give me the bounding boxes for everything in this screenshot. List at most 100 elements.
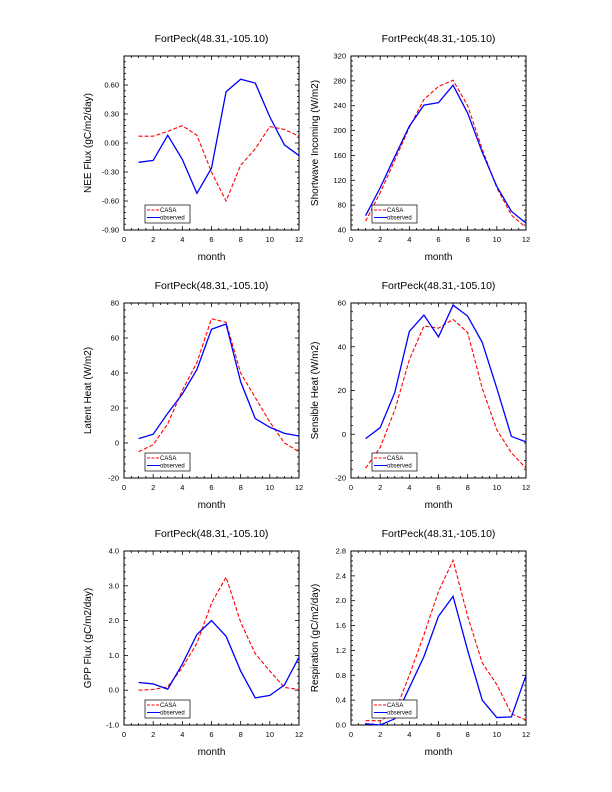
x-tick-label: 4 — [180, 730, 184, 739]
x-tick-label: 6 — [436, 730, 440, 739]
series-line-casa — [138, 318, 300, 453]
series-line-casa — [365, 318, 527, 469]
y-tick-label: 3.0 — [109, 581, 119, 590]
y-tick-label: 1.6 — [336, 621, 346, 630]
plot-frame — [123, 55, 300, 231]
x-axis-label: month — [425, 747, 453, 758]
y-axis-label: NEE Flux (gC/m2/day) — [83, 93, 94, 193]
legend: CASA observed — [371, 204, 418, 224]
legend-label-observed: observed — [160, 711, 185, 717]
x-tick-label: 8 — [239, 235, 243, 244]
x-axis-label: month — [425, 252, 453, 263]
legend-label-observed: observed — [387, 464, 412, 470]
y-tick-label: 0 — [115, 439, 119, 448]
x-tick-label: 6 — [436, 483, 440, 492]
series-line-observed — [365, 84, 527, 224]
x-axis-label: month — [198, 747, 226, 758]
x-tick-label: 10 — [266, 235, 274, 244]
x-tick-label: 2 — [151, 730, 155, 739]
x-tick-label: 12 — [522, 235, 530, 244]
y-tick-label: 0.0 — [109, 686, 119, 695]
y-axis-label: Sensible Heat (W/m2) — [310, 342, 321, 440]
y-tick-label: -1.0 — [106, 721, 119, 730]
y-tick-label: 200 — [333, 126, 346, 135]
legend-label-casa: CASA — [387, 208, 403, 214]
legend: CASA observed — [144, 452, 191, 472]
legend-label-observed: observed — [387, 711, 412, 717]
y-tick-label: 40 — [111, 369, 119, 378]
series-line-observed — [138, 78, 300, 195]
y-tick-label: 40 — [338, 342, 346, 351]
y-tick-label: 160 — [333, 151, 346, 160]
legend-label-observed: observed — [160, 216, 185, 222]
y-tick-label: 60 — [111, 334, 119, 343]
y-tick-label: 2.4 — [336, 571, 346, 580]
plot-frame — [123, 550, 300, 726]
x-tick-label: 4 — [407, 235, 411, 244]
legend-label-casa: CASA — [387, 703, 403, 709]
series-line-casa — [138, 575, 300, 691]
chart-panel-3: 0 2 4 6 8 10 12-20020406080FortPeck(48.31,-105… — [83, 280, 303, 511]
legend-label-casa: CASA — [160, 208, 176, 214]
x-tick-label: 4 — [407, 483, 411, 492]
x-tick-label: 8 — [239, 483, 243, 492]
y-tick-label: 1.2 — [336, 646, 346, 655]
y-tick-label: 0.4 — [336, 696, 346, 705]
legend-label-casa: CASA — [160, 456, 176, 462]
y-tick-label: -20 — [108, 474, 119, 483]
x-tick-label: 12 — [295, 235, 303, 244]
x-tick-label: 2 — [151, 483, 155, 492]
x-tick-label: 6 — [209, 483, 213, 492]
series-line-observed — [138, 323, 300, 440]
y-tick-label: 80 — [338, 201, 346, 210]
y-tick-label: 4.0 — [109, 547, 119, 556]
legend: CASA observed — [371, 699, 418, 719]
x-tick-label: 2 — [378, 730, 382, 739]
series-line-casa — [138, 124, 300, 203]
y-tick-label: 0.00 — [104, 139, 119, 148]
y-tick-label: 2.0 — [109, 616, 119, 625]
x-tick-label: 4 — [180, 235, 184, 244]
x-tick-label: 10 — [493, 483, 501, 492]
y-tick-label: 2.8 — [336, 547, 346, 556]
chart-title: FortPeck(48.31,-105.10) — [382, 33, 496, 45]
x-tick-label: 0 — [122, 730, 126, 739]
y-axis-label: Latent Heat (W/m2) — [83, 347, 94, 434]
chart-panel-6: 0 2 4 6 8 10 12 0.0 0.4 0.8 1.2 1.6 2.0 2.4 2.8 FortPec… — [310, 528, 530, 758]
x-tick-label: 6 — [209, 730, 213, 739]
chart-title: FortPeck(48.31,-105.10) — [382, 280, 496, 292]
y-tick-label: -20 — [335, 474, 346, 483]
chart-panel-5: 0 2 4 6 8 10 12 -1.0 0.0 1.0 2.0 3.0 4.0 FortPeck(48.… — [83, 528, 303, 758]
x-tick-label: 8 — [466, 483, 470, 492]
y-tick-label: 280 — [333, 76, 346, 85]
legend: CASA observed — [371, 452, 418, 472]
x-tick-label: 10 — [493, 235, 501, 244]
x-tick-label: 12 — [522, 483, 530, 492]
x-tick-label: 6 — [209, 235, 213, 244]
series-line-observed — [365, 304, 527, 443]
y-tick-label: 0.30 — [104, 110, 119, 119]
y-axis-label: Shortwave Incoming (W/m2) — [310, 80, 321, 206]
plot-frame — [350, 55, 527, 231]
x-tick-label: 4 — [407, 730, 411, 739]
x-tick-label: 12 — [295, 483, 303, 492]
y-tick-label: 320 — [333, 52, 346, 61]
x-tick-label: 10 — [266, 483, 274, 492]
x-tick-label: 2 — [378, 235, 382, 244]
y-tick-label: 40 — [338, 226, 346, 235]
y-tick-label: 120 — [333, 176, 346, 185]
y-tick-label: 2.0 — [336, 596, 346, 605]
x-axis-label: month — [425, 500, 453, 511]
series-line-casa — [365, 558, 527, 722]
chart-title: FortPeck(48.31,-105.10) — [155, 280, 269, 292]
y-tick-label: 0.0 — [336, 721, 346, 730]
x-tick-label: 0 — [349, 730, 353, 739]
y-tick-label: 0 — [342, 430, 346, 439]
y-axis-label: Respiration (gC/m2/day) — [310, 584, 321, 692]
legend: CASA observed — [144, 699, 191, 719]
x-tick-label: 6 — [436, 235, 440, 244]
legend: CASA observed — [144, 204, 191, 224]
x-tick-label: 4 — [180, 483, 184, 492]
legend-label-casa: CASA — [160, 703, 176, 709]
